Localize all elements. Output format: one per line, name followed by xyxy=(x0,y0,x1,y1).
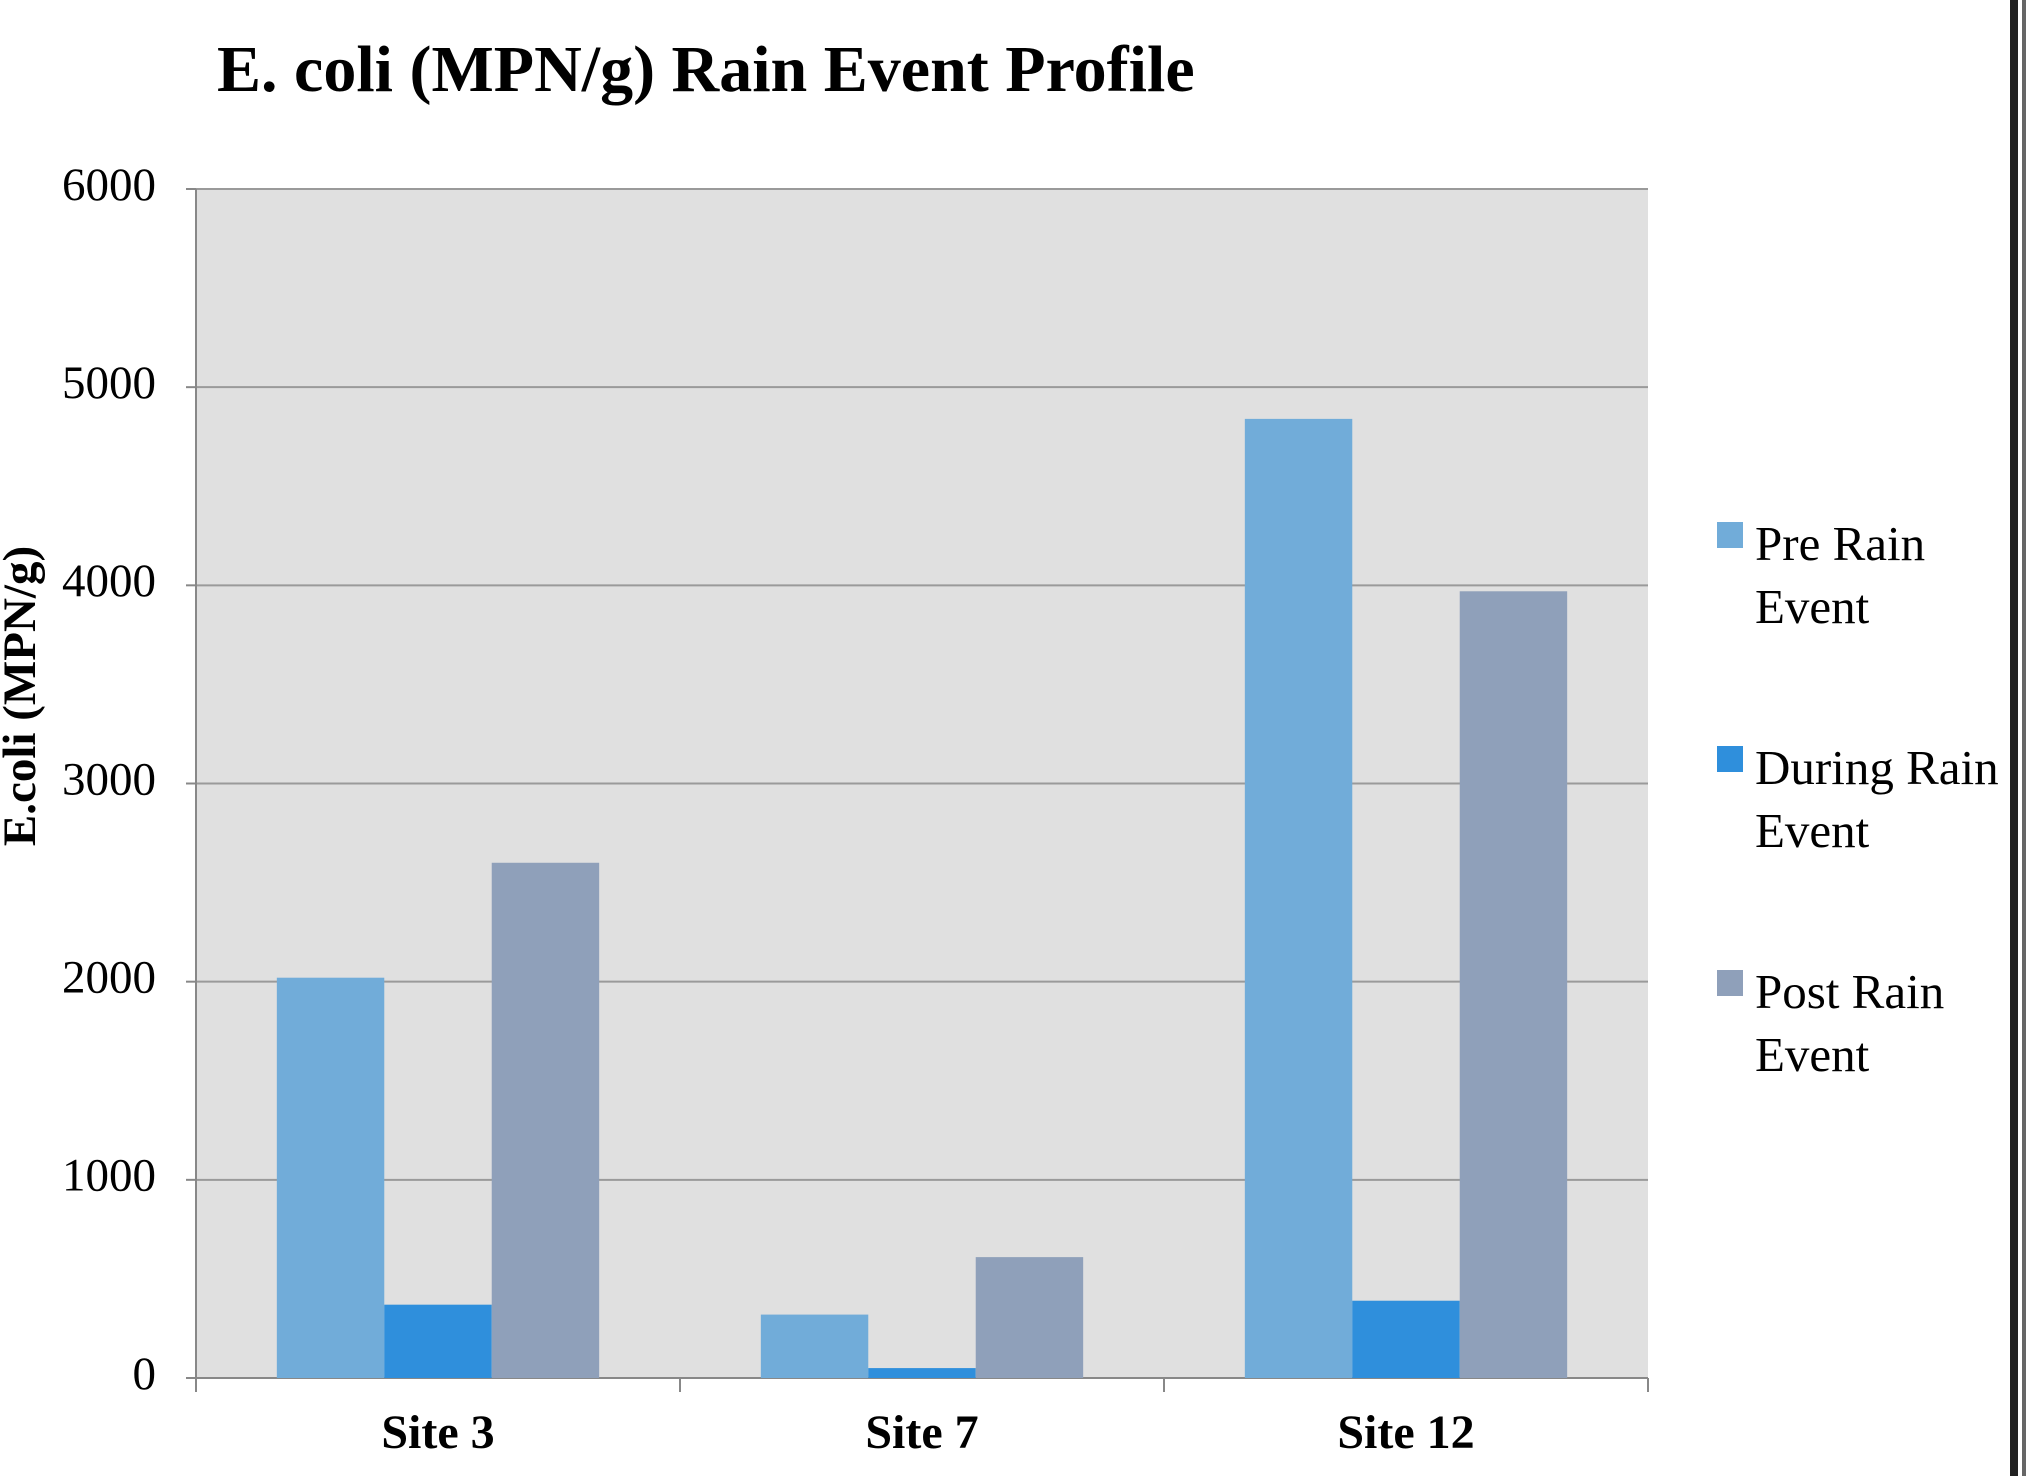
bar xyxy=(868,1368,976,1378)
y-tick-label: 1000 xyxy=(62,1150,156,1202)
page-edge xyxy=(2010,0,2018,1476)
x-tick-label: Site 12 xyxy=(1337,1406,1474,1459)
legend-label: During Rain Event xyxy=(1755,740,1999,858)
legend-label: Post Rain Event xyxy=(1755,964,1945,1082)
y-tick-label: 4000 xyxy=(62,555,156,607)
y-axis-label: E.coli (MPN/g) xyxy=(0,546,46,846)
legend-item: During Rain Event xyxy=(1717,736,2013,862)
legend-item: Post Rain Event xyxy=(1717,960,2013,1086)
bar xyxy=(491,862,600,1378)
bar xyxy=(1244,418,1353,1379)
y-tick-label: 6000 xyxy=(62,159,156,211)
page-edge xyxy=(2022,0,2026,1476)
y-tick-label: 5000 xyxy=(62,357,156,409)
y-tick-label: 3000 xyxy=(62,753,156,805)
legend-swatch xyxy=(1717,522,1743,548)
bar xyxy=(276,977,385,1378)
legend-swatch xyxy=(1717,746,1743,772)
bar xyxy=(975,1257,1084,1378)
chart-title: E. coli (MPN/g) Rain Event Profile xyxy=(217,33,1195,106)
bar xyxy=(1459,591,1568,1378)
legend-label: Pre Rain Event xyxy=(1755,516,1926,634)
x-tick-label: Site 7 xyxy=(865,1406,978,1459)
bar xyxy=(1352,1300,1460,1378)
legend-item: Pre Rain Event xyxy=(1717,512,2013,638)
bar xyxy=(384,1304,492,1378)
bar xyxy=(760,1314,869,1378)
y-tick-label: 0 xyxy=(133,1348,157,1400)
x-tick-label: Site 3 xyxy=(381,1406,494,1459)
legend-swatch xyxy=(1717,970,1743,996)
y-tick-label: 2000 xyxy=(62,951,156,1003)
